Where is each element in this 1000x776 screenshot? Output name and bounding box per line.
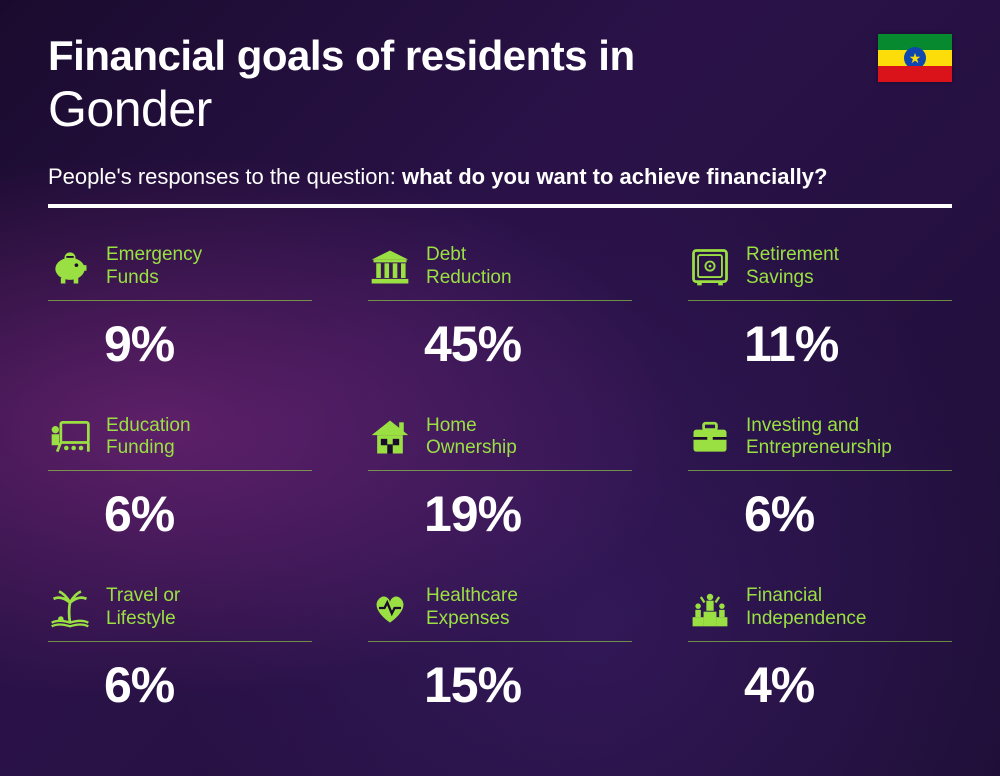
stat-label-line2: Funding [106,437,175,458]
stat-value: 19% [424,485,632,543]
page-title-city: Gonder [48,80,952,138]
stat-label-line2: Savings [746,267,814,288]
stat-item: Travel orLifestyle 6% [48,585,312,714]
stat-label-line1: Retirement [746,244,839,265]
header: Financial goals of residents in Gonder ★… [48,34,952,208]
stat-item: FinancialIndependence 4% [688,585,952,714]
stat-label-line1: Home [426,415,477,436]
stat-label: EducationFunding [106,415,191,461]
stat-head: Investing andEntrepreneurship [688,415,952,472]
stat-head: RetirementSavings [688,244,952,301]
stat-label-line1: Healthcare [426,585,518,606]
stat-label-line1: Emergency [106,244,202,265]
stat-label-line1: Financial [746,585,822,606]
stat-label: Investing andEntrepreneurship [746,415,892,461]
stat-item: RetirementSavings 11% [688,244,952,373]
bank-icon [368,245,412,289]
stat-label: DebtReduction [426,244,512,290]
stat-item: Investing andEntrepreneurship 6% [688,415,952,544]
stat-value: 9% [104,315,312,373]
stat-head: Travel orLifestyle [48,585,312,642]
stat-item: EducationFunding 6% [48,415,312,544]
flag-ethiopia: ★ [878,34,952,82]
palm-icon [48,586,92,630]
stat-label: FinancialIndependence [746,585,866,631]
divider [48,204,952,208]
stat-item: HomeOwnership 19% [368,415,632,544]
stat-label-line2: Funds [106,267,159,288]
stat-value: 6% [104,656,312,714]
stat-head: EmergencyFunds [48,244,312,301]
stat-value: 11% [744,315,952,373]
stat-label-line2: Reduction [426,267,512,288]
page-title-prefix: Financial goals of residents in [48,34,952,78]
education-icon [48,415,92,459]
stat-label-line1: Travel or [106,585,180,606]
flag-stripe-red [878,66,952,82]
stat-label-line2: Expenses [426,608,509,629]
subtitle: People's responses to the question: what… [48,164,952,190]
stat-label-line1: Debt [426,244,466,265]
safe-icon [688,245,732,289]
stat-label-line2: Entrepreneurship [746,437,892,458]
flag-stripe-yellow: ★ [878,50,952,66]
stat-item: EmergencyFunds 9% [48,244,312,373]
stat-item: DebtReduction 45% [368,244,632,373]
subtitle-bold: what do you want to achieve financially? [402,164,827,189]
stat-head: FinancialIndependence [688,585,952,642]
stat-label-line1: Investing and [746,415,859,436]
stat-label-line2: Independence [746,608,866,629]
stat-label: HealthcareExpenses [426,585,518,631]
stat-item: HealthcareExpenses 15% [368,585,632,714]
stats-grid: EmergencyFunds 9% DebtReduction 45% Retireme… [48,244,952,714]
stat-label: EmergencyFunds [106,244,202,290]
briefcase-icon [688,415,732,459]
stat-label: Travel orLifestyle [106,585,180,631]
stat-value: 15% [424,656,632,714]
stat-label: RetirementSavings [746,244,839,290]
star-icon: ★ [909,51,922,65]
subtitle-prefix: People's responses to the question: [48,164,402,189]
heart-icon [368,586,412,630]
stat-value: 45% [424,315,632,373]
house-icon [368,415,412,459]
stat-head: EducationFunding [48,415,312,472]
stat-head: DebtReduction [368,244,632,301]
stat-value: 6% [104,485,312,543]
piggy-bank-icon [48,245,92,289]
stat-label-line2: Lifestyle [106,608,176,629]
stat-value: 4% [744,656,952,714]
stat-label-line1: Education [106,415,191,436]
stat-label: HomeOwnership [426,415,517,461]
stat-value: 6% [744,485,952,543]
stat-label-line2: Ownership [426,437,517,458]
stat-head: HomeOwnership [368,415,632,472]
stat-head: HealthcareExpenses [368,585,632,642]
podium-icon [688,586,732,630]
